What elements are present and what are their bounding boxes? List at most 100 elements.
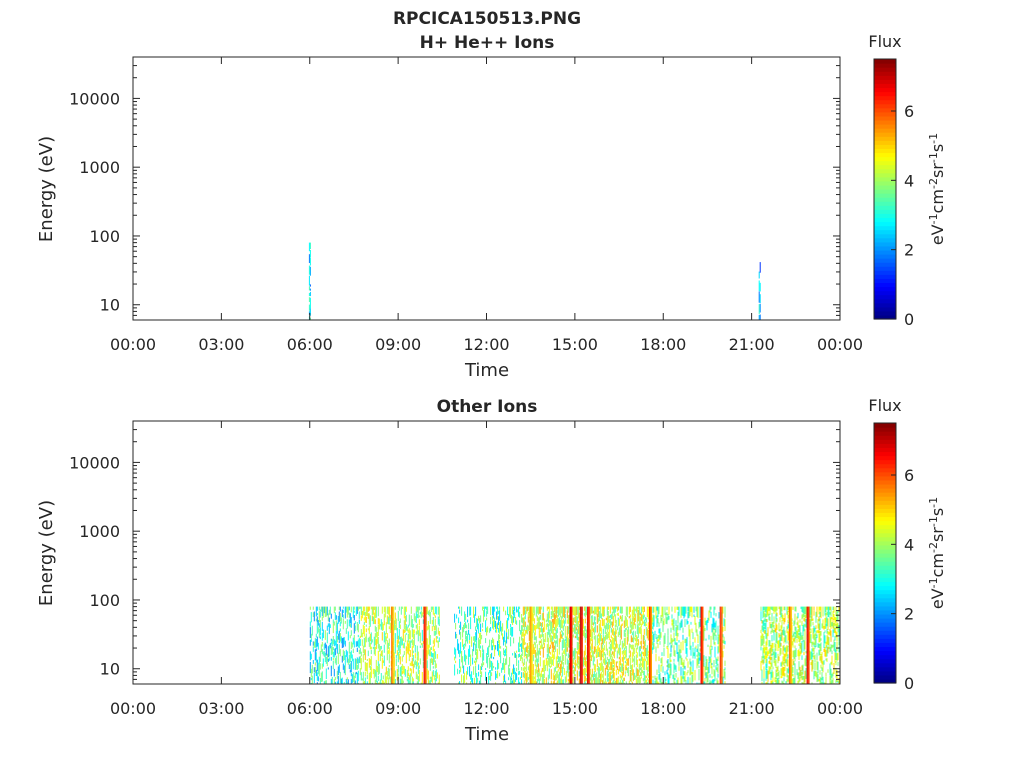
flux-cell (652, 676, 654, 679)
flux-cell (647, 606, 649, 609)
flux-cell (357, 639, 359, 648)
flux-cell (600, 627, 602, 634)
flux-cell (325, 644, 327, 656)
flux-cell (697, 634, 699, 644)
flux-cell (316, 606, 318, 611)
flux-cell (711, 645, 713, 650)
colorbar-swatch (874, 237, 896, 243)
flux-cell (551, 641, 553, 649)
colorbar-swatch (874, 124, 896, 129)
flux-cell (384, 635, 386, 645)
flux-cell (723, 645, 725, 649)
flux-cell (337, 676, 339, 684)
flux-cell (696, 654, 698, 657)
flux-cell (594, 664, 596, 673)
flux-cell (561, 620, 563, 629)
flux-cell (724, 681, 726, 684)
flux-cell (709, 606, 711, 613)
flux-cell (775, 679, 777, 684)
flux-cell (805, 655, 807, 667)
flux-cell (336, 681, 338, 684)
flux-cell (317, 627, 319, 633)
flux-cell (403, 666, 405, 675)
flux-cell (722, 676, 724, 684)
flux-cell (820, 642, 822, 652)
flux-cell (770, 680, 772, 684)
flux-cell (429, 635, 431, 639)
flux-cell (826, 629, 828, 634)
flux-cell (616, 661, 618, 664)
flux-cell (811, 618, 813, 621)
flux-cell (535, 624, 537, 630)
flux-cell (822, 606, 824, 617)
flux-cell (526, 606, 528, 612)
flux-cell (489, 628, 491, 633)
flux-cell (724, 660, 726, 666)
flux-cell (505, 648, 507, 656)
flux-cell (602, 666, 604, 676)
flux-cell (518, 663, 520, 671)
flux-cell (824, 618, 826, 629)
flux-cell (523, 620, 525, 631)
flux-cell (646, 606, 648, 617)
flux-cell (685, 643, 687, 654)
flux-cell (464, 646, 466, 649)
flux-cell (623, 650, 625, 656)
flux-cell (470, 654, 472, 667)
flux-cell (631, 652, 633, 663)
flux-cell (584, 632, 586, 641)
flux-cell (519, 648, 521, 653)
flux-cell (714, 642, 716, 646)
flux-cell (629, 614, 631, 618)
colorbar-swatch (874, 95, 896, 101)
flux-cell (655, 653, 657, 662)
flux-cell (582, 657, 584, 667)
flux-cell (590, 655, 592, 661)
flux-cell (518, 654, 520, 658)
flux-cell (365, 606, 367, 617)
flux-cell (313, 641, 315, 648)
flux-cell (434, 651, 436, 659)
flux-cell (605, 641, 607, 651)
flux-cell (500, 646, 502, 649)
flux-cell (574, 674, 576, 677)
flux-cell (596, 635, 598, 646)
flux-cell (603, 619, 605, 629)
flux-cell (583, 606, 585, 611)
flux-cell (455, 623, 457, 630)
flux-cell (772, 621, 774, 628)
flux-cell (344, 640, 346, 647)
flux-cell (640, 651, 642, 661)
flux-cell (596, 606, 598, 613)
flux-cell (760, 611, 762, 622)
flux-cell (555, 682, 557, 684)
flux-cell (620, 624, 622, 630)
flux-cell (823, 648, 825, 652)
flux-cell (548, 646, 550, 654)
flux-cell (421, 643, 423, 648)
flux-cell (413, 613, 415, 621)
flux-cell (409, 650, 411, 657)
flux-cell (596, 613, 598, 624)
flux-cell (641, 614, 643, 626)
flux-cell (835, 623, 837, 630)
flux-cell (536, 615, 538, 622)
flux-cell (476, 629, 478, 641)
flux-cell (762, 620, 764, 632)
flux-cell (636, 676, 638, 684)
flux-cell (395, 655, 397, 658)
flux-cell (502, 633, 504, 640)
flux-cell (558, 644, 560, 655)
flux-cell (533, 624, 535, 631)
x-axis-label: Time (464, 360, 509, 381)
flux-cell (509, 657, 511, 667)
flux-cell (346, 656, 348, 663)
flux-cell (671, 619, 673, 623)
flux-cell (360, 651, 362, 657)
flux-cell (495, 629, 497, 633)
flux-cell (812, 641, 814, 645)
flux-cell (618, 656, 620, 660)
flux-cell (611, 621, 613, 628)
flux-cell (604, 653, 606, 666)
flux-cell (573, 648, 575, 660)
